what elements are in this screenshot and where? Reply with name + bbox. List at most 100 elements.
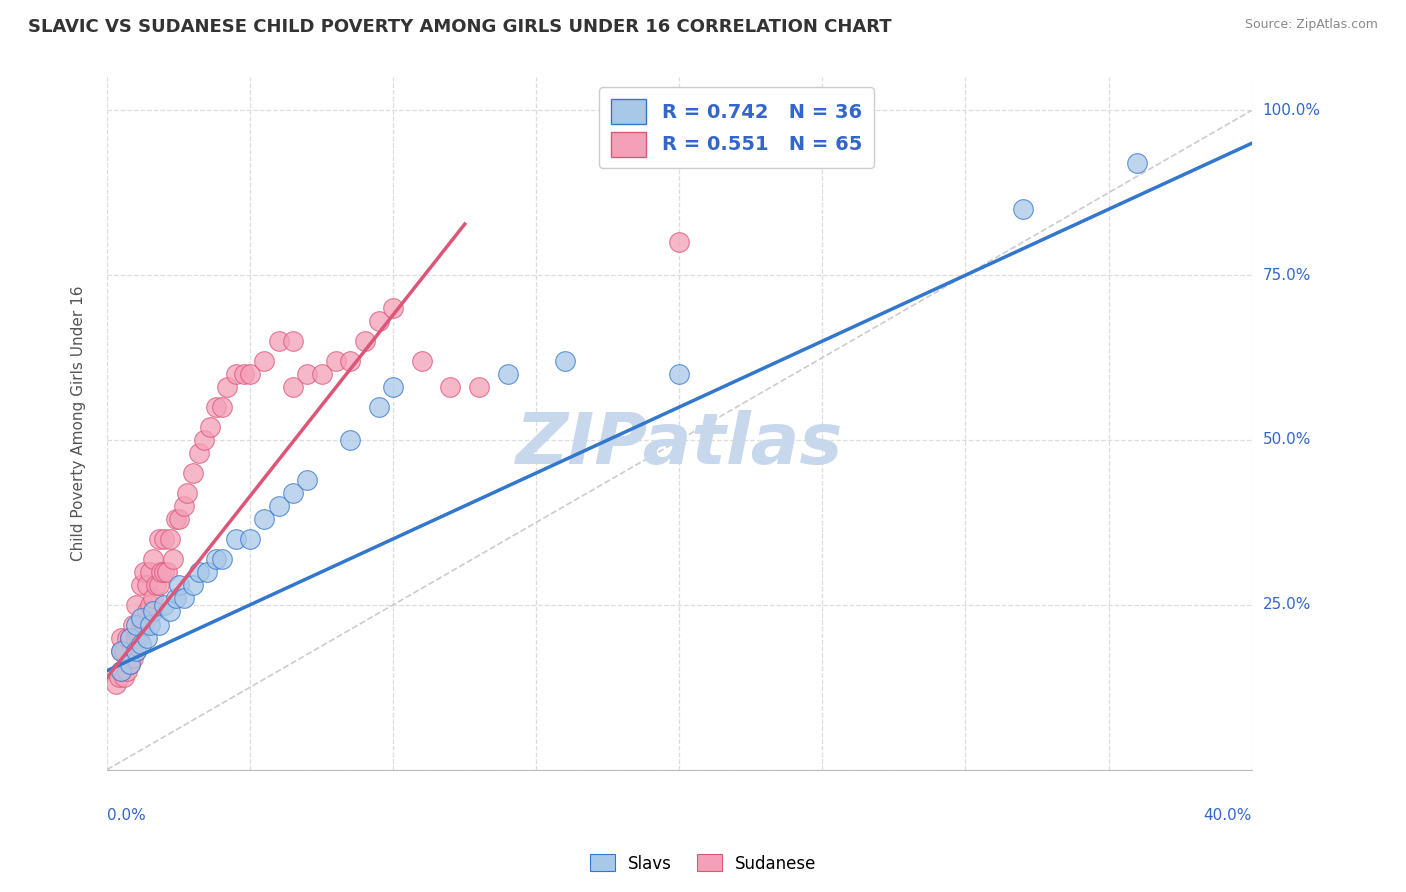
Point xyxy=(104,677,127,691)
Point xyxy=(134,565,156,579)
Point xyxy=(211,400,233,414)
Point xyxy=(382,380,405,394)
Point xyxy=(468,380,491,394)
Point xyxy=(118,631,141,645)
Point xyxy=(367,400,389,414)
Point xyxy=(125,631,148,645)
Point xyxy=(211,551,233,566)
Legend: R = 0.742   N = 36, R = 0.551   N = 65: R = 0.742 N = 36, R = 0.551 N = 65 xyxy=(599,87,873,169)
Point xyxy=(311,367,333,381)
Point xyxy=(118,657,141,672)
Point xyxy=(187,565,209,579)
Point xyxy=(353,334,375,348)
Point xyxy=(153,598,176,612)
Point xyxy=(181,578,204,592)
Text: 50.0%: 50.0% xyxy=(1263,433,1310,448)
Text: ZIPatlas: ZIPatlas xyxy=(516,409,844,479)
Point xyxy=(131,578,153,592)
Point xyxy=(150,565,173,579)
Point xyxy=(156,565,179,579)
Point xyxy=(1011,202,1033,217)
Text: 25.0%: 25.0% xyxy=(1263,598,1310,612)
Point xyxy=(159,532,181,546)
Point xyxy=(167,512,190,526)
Point xyxy=(167,578,190,592)
Point xyxy=(339,433,361,447)
Point xyxy=(297,473,319,487)
Point xyxy=(110,644,132,658)
Text: 40.0%: 40.0% xyxy=(1204,808,1251,823)
Point xyxy=(148,532,170,546)
Text: 100.0%: 100.0% xyxy=(1263,103,1320,118)
Point xyxy=(198,419,221,434)
Point xyxy=(107,670,129,684)
Point xyxy=(225,367,247,381)
Point xyxy=(239,367,262,381)
Point xyxy=(325,354,347,368)
Point xyxy=(253,512,276,526)
Point xyxy=(131,617,153,632)
Point xyxy=(115,631,138,645)
Point xyxy=(668,235,690,250)
Point xyxy=(165,591,187,606)
Point xyxy=(204,551,226,566)
Point xyxy=(148,578,170,592)
Point xyxy=(125,644,148,658)
Point xyxy=(121,650,143,665)
Point xyxy=(1126,156,1149,170)
Point xyxy=(173,499,195,513)
Point xyxy=(110,631,132,645)
Point xyxy=(110,664,132,678)
Point xyxy=(281,334,304,348)
Point xyxy=(136,631,159,645)
Point xyxy=(193,433,215,447)
Point xyxy=(128,631,150,645)
Y-axis label: Child Poverty Among Girls Under 16: Child Poverty Among Girls Under 16 xyxy=(72,285,86,561)
Point xyxy=(217,380,239,394)
Point xyxy=(165,512,187,526)
Point xyxy=(496,367,519,381)
Point xyxy=(112,670,135,684)
Legend: Slavs, Sudanese: Slavs, Sudanese xyxy=(583,847,823,880)
Point xyxy=(281,380,304,394)
Text: Source: ZipAtlas.com: Source: ZipAtlas.com xyxy=(1244,18,1378,31)
Point xyxy=(118,631,141,645)
Point xyxy=(125,644,148,658)
Point xyxy=(297,367,319,381)
Point xyxy=(187,446,209,460)
Point xyxy=(225,532,247,546)
Point xyxy=(173,591,195,606)
Text: SLAVIC VS SUDANESE CHILD POVERTY AMONG GIRLS UNDER 16 CORRELATION CHART: SLAVIC VS SUDANESE CHILD POVERTY AMONG G… xyxy=(28,18,891,36)
Point xyxy=(204,400,226,414)
Point xyxy=(239,532,262,546)
Point xyxy=(125,598,148,612)
Point xyxy=(115,664,138,678)
Point xyxy=(110,664,132,678)
Point xyxy=(339,354,361,368)
Point xyxy=(121,617,143,632)
Point xyxy=(159,604,181,618)
Point xyxy=(142,604,165,618)
Point xyxy=(281,485,304,500)
Point xyxy=(668,367,690,381)
Text: 75.0%: 75.0% xyxy=(1263,268,1310,283)
Point xyxy=(195,565,218,579)
Point xyxy=(139,598,162,612)
Point xyxy=(136,578,159,592)
Point xyxy=(367,314,389,328)
Point xyxy=(110,644,132,658)
Point xyxy=(139,565,162,579)
Point xyxy=(162,551,184,566)
Point xyxy=(125,617,148,632)
Point xyxy=(118,657,141,672)
Point xyxy=(142,551,165,566)
Point xyxy=(411,354,433,368)
Point xyxy=(153,532,176,546)
Point xyxy=(139,617,162,632)
Point xyxy=(145,578,167,592)
Point xyxy=(439,380,461,394)
Point xyxy=(134,617,156,632)
Point xyxy=(136,604,159,618)
Point xyxy=(131,637,153,651)
Point xyxy=(176,485,198,500)
